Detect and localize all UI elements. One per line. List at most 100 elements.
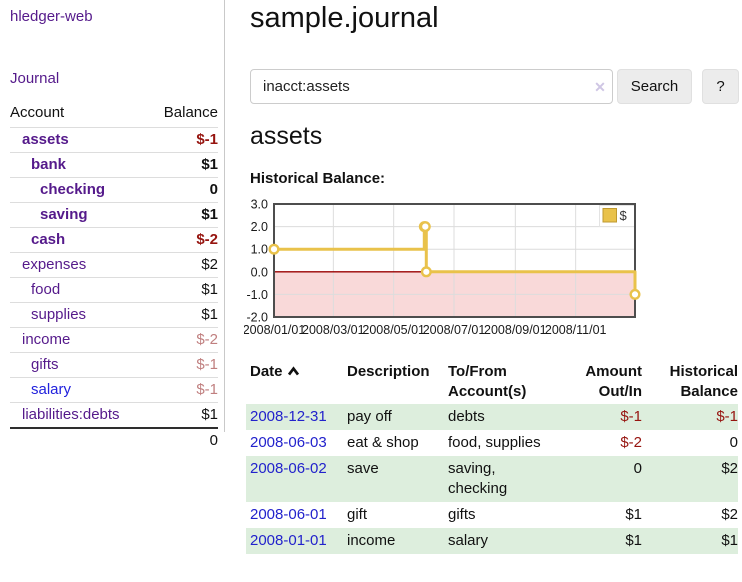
account-balance: $1 [149,402,218,428]
accounts-total-value: 0 [149,427,218,453]
account-balance: $2 [149,252,218,278]
chart-y-tick-label: -2.0 [246,311,268,325]
chart-data-point [629,288,641,300]
accounts-header-account: Account [10,104,65,121]
account-link-bank[interactable]: bank [31,156,67,173]
account-balance: $1 [149,302,218,328]
accounts-header-balance: Balance [163,104,218,121]
chart-data-point [268,243,280,255]
account-balance: $1 [149,202,218,228]
account-balance: $-2 [149,327,218,353]
chart-y-tick-label: 0.0 [251,265,268,279]
transaction-description: eat & shop [347,434,419,451]
chart-x-tick-label: 2008/01/01 [244,323,305,337]
account-row: liabilities:debts $1 [10,402,218,428]
chart-x-tick-label: 2008/11/01 [545,323,607,337]
help-button[interactable]: ? [702,69,739,104]
transaction-date-link[interactable]: 2008-06-01 [250,506,327,523]
transaction-amount: 0 [633,460,642,477]
account-row: expenses $2 [10,252,218,278]
account-row: income $-2 [10,327,218,353]
transaction-balance: $1 [721,532,738,549]
transaction-balance: $2 [721,460,738,477]
account-link-saving[interactable]: saving [40,206,88,223]
transaction-amount: $-2 [620,434,642,451]
chart-y-tick-label: 1.0 [251,243,268,257]
transaction-row: 2008-06-01 gift gifts $1 $2 [246,502,738,528]
main-content: sample.journal ✕ Search ? assets Histori… [243,0,742,582]
historical-balance-chart: $3.0 2.0 1.0 0.0 -1.0 -2.0 2008/01/01 2008/03/0… [243,198,686,342]
header-description: Description [347,363,430,380]
chart-title: Historical Balance: [250,170,386,187]
account-row: saving $1 [10,202,218,228]
search-bar: ✕ Search ? [250,69,742,105]
account-balance: $1 [149,152,218,178]
clear-search-icon[interactable]: ✕ [594,79,606,95]
page-title: sample.journal [250,2,439,34]
sidebar-item-journal[interactable]: Journal [10,70,60,87]
transaction-row: 2008-06-03 eat & shop food, supplies $-2 0 [246,430,738,456]
accounts-table-header: Account Balance [10,100,218,128]
chart-data-point [419,221,431,233]
account-link-gifts[interactable]: gifts [31,356,59,373]
account-link-liabilities-debts[interactable]: liabilities:debts [22,406,120,423]
account-link-salary[interactable]: salary [31,381,72,398]
transaction-accounts: salary [448,532,489,549]
transaction-balance: $-1 [716,408,738,425]
app-title-link[interactable]: hledger-web [10,8,93,25]
transaction-accounts: debts [448,408,485,425]
transaction-date-link[interactable]: 2008-01-01 [250,532,327,549]
search-input[interactable] [250,69,613,104]
account-balance: 0 [149,177,218,203]
chart-y-tick-label: 3.0 [251,198,268,212]
transactions-table-header: Date Description To/From Account(s) Amou… [246,360,738,404]
account-link-income[interactable]: income [22,331,71,348]
transaction-amount: $1 [625,506,642,523]
account-row: food $1 [10,277,218,303]
account-link-supplies[interactable]: supplies [31,306,87,323]
search-button[interactable]: Search [617,69,692,104]
transaction-accounts: saving, checking [448,460,508,497]
transaction-amount: $1 [625,532,642,549]
account-balance: $-1 [149,352,218,378]
account-balance: $-1 [149,377,218,403]
account-balance: $-2 [149,227,218,253]
account-row: bank $1 [10,152,218,178]
transactions-table: Date Description To/From Account(s) Amou… [246,360,738,554]
account-link-checking[interactable]: checking [40,181,106,198]
accounts-table: Account Balance assets $-1 bank $1 checking 0… [10,100,218,453]
account-link-assets[interactable]: assets [22,131,69,148]
transaction-description: pay off [347,408,392,425]
account-balance: $1 [149,277,218,303]
chart-x-tick-label: 2008/07/01 [423,323,486,337]
chart-y-tick-label: -1.0 [246,288,268,302]
chart-x-tick-label: 2008/03/01 [302,323,365,337]
account-balance: $-1 [149,127,218,153]
chart-x-tick-label: 2008/05/01 [362,323,425,337]
transaction-amount: $-1 [620,408,642,425]
account-link-cash[interactable]: cash [31,231,66,248]
transaction-balance: 0 [729,434,738,451]
header-balance: Historical Balance [669,363,738,400]
chart-x-tick-label: 2008/09/01 [484,323,547,337]
header-date[interactable]: Date [246,360,347,404]
sidebar: hledger-web Journal Account Balance asse… [0,0,225,453]
account-row: cash $-2 [10,227,218,253]
transaction-date-link[interactable]: 2008-06-02 [250,460,327,477]
transaction-description: gift [347,506,368,523]
transaction-date-link[interactable]: 2008-06-03 [250,434,327,451]
sort-ascending-icon[interactable] [287,366,300,376]
header-accounts: To/From Account(s) [448,363,527,400]
account-row: supplies $1 [10,302,218,328]
transaction-row: 2008-01-01 income salary $1 $1 [246,528,738,554]
chart-plot-border [273,203,636,318]
transaction-date-link[interactable]: 2008-12-31 [250,408,327,425]
accounts-total-row: 0 [10,427,218,453]
chart-y-tick-label: 2.0 [251,220,268,234]
transaction-description: income [347,532,396,549]
account-link-food[interactable]: food [31,281,61,298]
chart-data-point [420,266,432,278]
transaction-balance: $2 [721,506,738,523]
account-link-expenses[interactable]: expenses [22,256,87,273]
transaction-description: save [347,460,379,477]
